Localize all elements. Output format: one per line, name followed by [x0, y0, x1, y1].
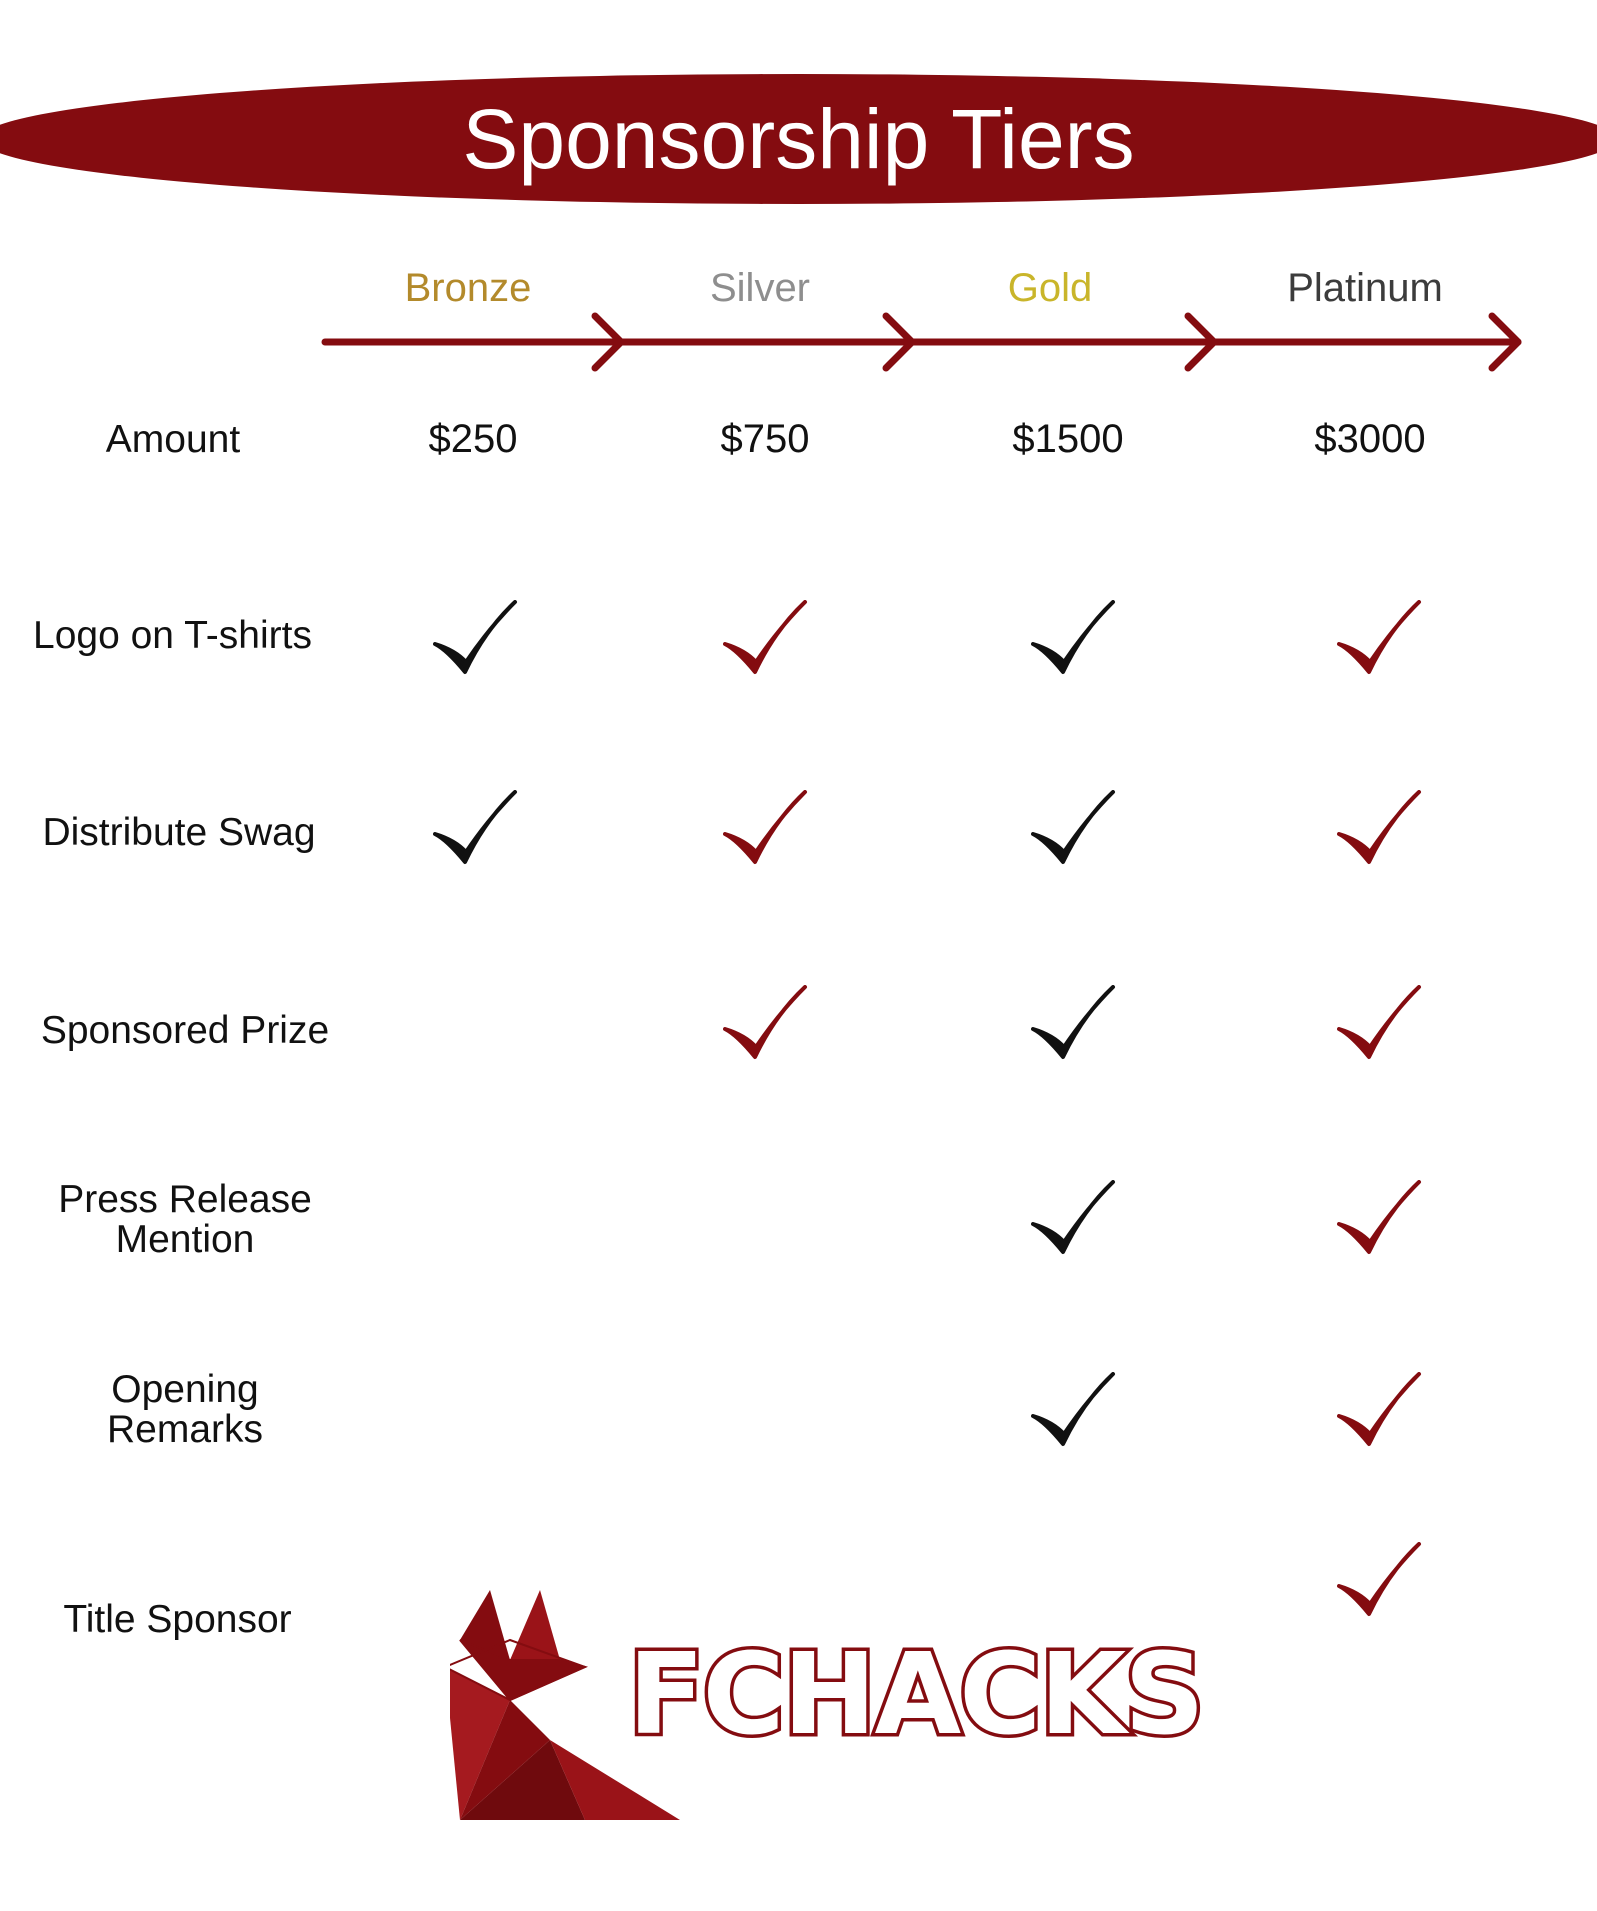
- check-icon: [723, 790, 807, 864]
- check-icon: [723, 600, 807, 674]
- row-label-opening-remarks: Opening Remarks: [0, 1370, 370, 1450]
- row-label-line: Remarks: [106, 1408, 264, 1451]
- tier-gold: Gold: [1007, 266, 1093, 310]
- row-label-line: Mention: [115, 1218, 255, 1261]
- logo-wordmark: FCHACKS: [625, 1630, 1209, 1760]
- check-icon: [723, 985, 807, 1059]
- row-label-title-sponsor: Title Sponsor: [63, 1598, 292, 1641]
- row-label-amount: Amount: [105, 418, 241, 461]
- amount-silver: $750: [720, 417, 810, 461]
- check-icon: [1337, 600, 1421, 674]
- tier-silver: Silver: [709, 266, 811, 310]
- check-icon: [433, 790, 517, 864]
- check-icon: [1031, 790, 1115, 864]
- row-label-sponsored-prize: Sponsored Prize: [40, 1009, 330, 1052]
- title-banner: [0, 74, 1597, 204]
- check-icon: [1031, 600, 1115, 674]
- arrow-chevron-icon: [591, 312, 625, 372]
- check-icon: [1337, 790, 1421, 864]
- check-icon: [433, 600, 517, 674]
- amount-bronze: $250: [428, 417, 518, 461]
- row-label-press-release-mention: Press Release Mention: [0, 1180, 370, 1260]
- page-title: Sponsorship Tiers: [462, 92, 1135, 186]
- check-icon: [1337, 985, 1421, 1059]
- check-icon: [1337, 1372, 1421, 1446]
- amount-platinum: $3000: [1314, 417, 1426, 461]
- tier-bronze: Bronze: [404, 266, 532, 310]
- check-icon: [1031, 985, 1115, 1059]
- arrow-chevron-icon: [882, 312, 916, 372]
- row-label-distribute-swag: Distribute Swag: [42, 811, 316, 854]
- tier-platinum: Platinum: [1287, 266, 1443, 310]
- check-icon: [1031, 1372, 1115, 1446]
- check-icon: [1337, 1542, 1421, 1616]
- row-label-line: Press Release: [58, 1178, 312, 1221]
- check-icon: [1031, 1180, 1115, 1254]
- check-icon: [1337, 1180, 1421, 1254]
- row-label-line: Opening: [111, 1368, 259, 1411]
- fox-logo-icon: [450, 1590, 680, 1820]
- arrow-chevron-icon: [1488, 312, 1522, 372]
- arrow-chevron-icon: [1184, 312, 1218, 372]
- row-label-logo-on-tshirts: Logo on T-shirts: [33, 614, 312, 657]
- amount-gold: $1500: [1012, 417, 1124, 461]
- tier-progression-arrows: [321, 312, 1522, 372]
